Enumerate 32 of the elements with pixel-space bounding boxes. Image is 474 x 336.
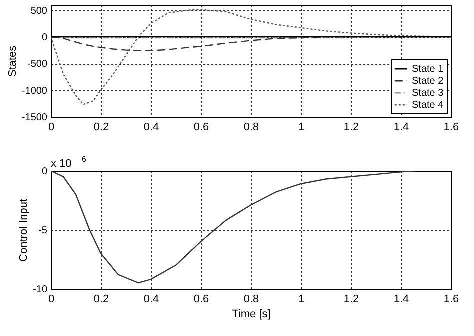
- y-tick-label: -500: [27, 59, 48, 70]
- y-tick-label: -5: [38, 226, 48, 236]
- x-tick-label: 0.4: [144, 122, 160, 134]
- legend-label: State 4: [412, 100, 444, 111]
- y-axis-title: Control Input: [18, 199, 30, 262]
- x-tick-label: 1.4: [394, 122, 410, 134]
- x-tick-label: 1.2: [344, 294, 360, 306]
- legend-label: State 3: [412, 88, 444, 99]
- x-tick-label: 1: [298, 122, 305, 134]
- legend-label: State 2: [412, 76, 444, 87]
- x-tick-label: 0.2: [94, 122, 110, 134]
- x-tick-label: 0.2: [94, 294, 110, 306]
- x-tick-label: 1.2: [344, 122, 360, 134]
- y-tick-label: 500: [30, 6, 48, 17]
- x-tick-label: 0.8: [244, 122, 260, 134]
- y-tick-label: 0: [42, 166, 48, 178]
- x-tick-label: 1.6: [444, 122, 460, 134]
- x-tick-label: 0.4: [144, 294, 160, 306]
- x-tick-label: 1: [298, 294, 305, 306]
- x-tick-label: 0.6: [194, 294, 210, 306]
- line-series: [51, 171, 417, 284]
- y-axis-title: States: [6, 45, 19, 78]
- legend-label: State 1: [412, 64, 444, 75]
- y-tick-label: -1500: [22, 112, 48, 124]
- y-tick-label: -1000: [22, 86, 48, 97]
- x-axis-title: Time [s]: [232, 308, 271, 320]
- x-tick-label: 1.6: [444, 294, 460, 306]
- x-tick-label: 0.6: [194, 122, 210, 134]
- y-tick-label: -10: [33, 284, 48, 296]
- x-tick-label: 1.4: [394, 294, 410, 306]
- x-tick-label: 0.8: [244, 294, 260, 306]
- y-tick-label: 0: [42, 32, 48, 44]
